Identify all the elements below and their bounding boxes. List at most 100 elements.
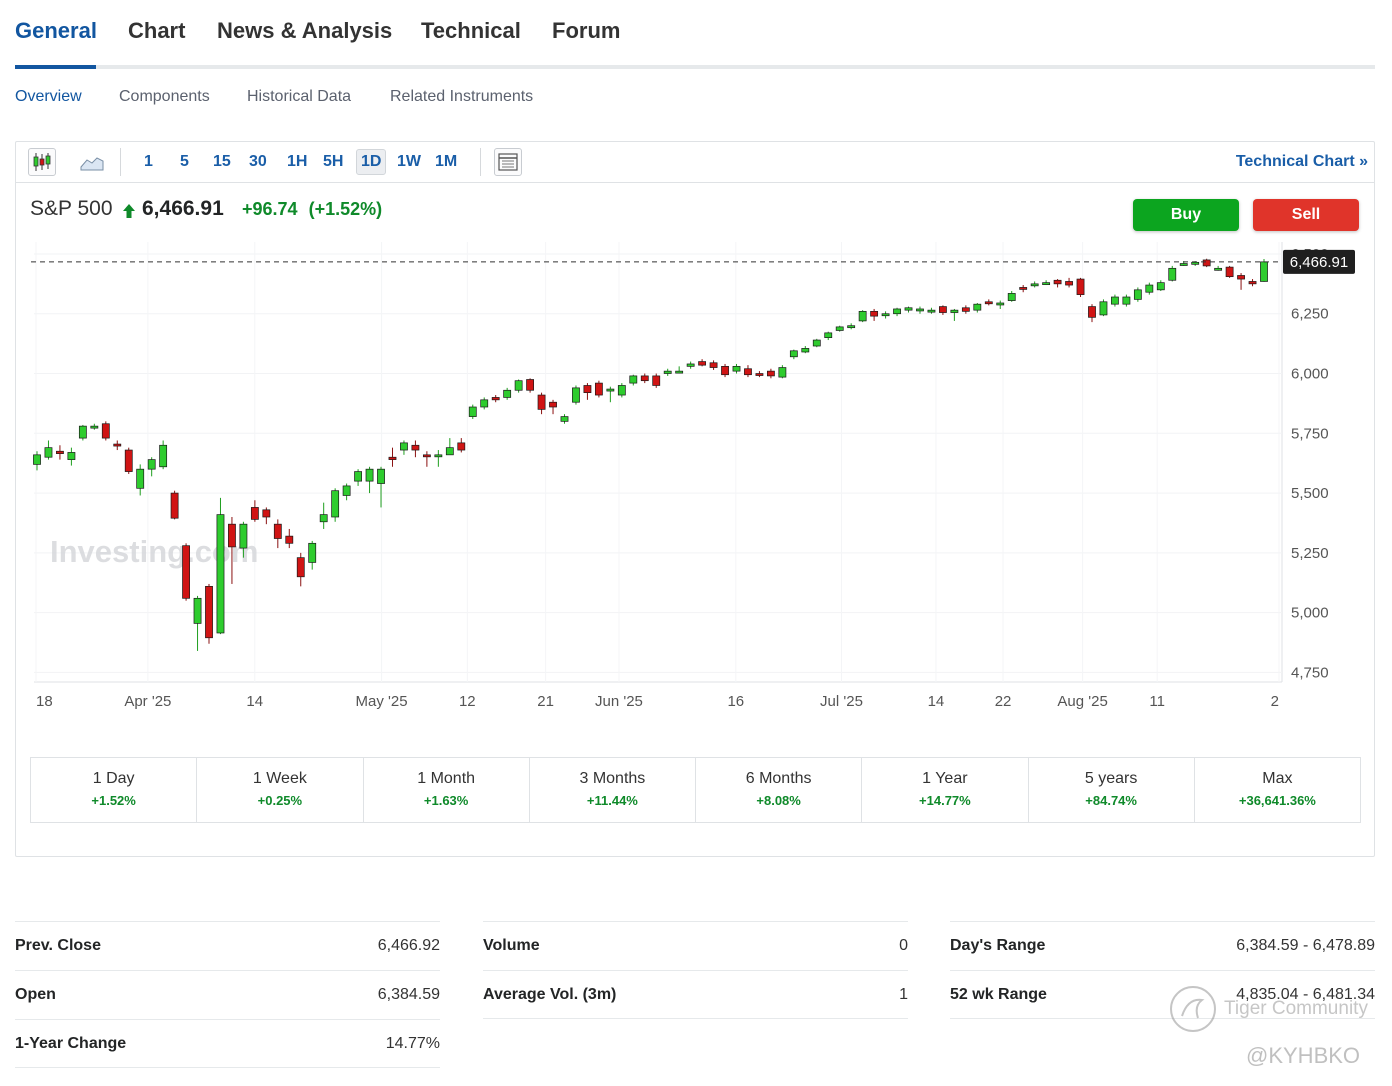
performance-period[interactable]: 1 Week +0.25% bbox=[197, 758, 364, 822]
stats-column-1: Prev. Close 6,466.92 Open 6,384.59 1-Year Ch… bbox=[15, 921, 440, 1068]
candle-body bbox=[147, 459, 156, 470]
x-axis-label: 16 bbox=[727, 693, 744, 710]
subtab-historical-data[interactable]: Historical Data bbox=[247, 88, 352, 105]
performance-period-value: +36,641.36% bbox=[1238, 793, 1316, 808]
area-chart-icon[interactable] bbox=[78, 148, 106, 176]
candle-body bbox=[331, 490, 340, 518]
up-arrow-icon bbox=[123, 204, 135, 218]
table-view-icon[interactable] bbox=[494, 148, 522, 176]
candle-body bbox=[113, 443, 122, 447]
timeframe-5[interactable]: 5 bbox=[180, 153, 189, 170]
candle-body bbox=[961, 307, 970, 312]
performance-period[interactable]: 1 Month +1.63% bbox=[364, 758, 530, 822]
change-percent: (+1.52%) bbox=[308, 199, 383, 219]
watermark-community: Tiger Community bbox=[1224, 998, 1368, 1019]
performance-period[interactable]: 6 Months +8.08% bbox=[696, 758, 863, 822]
performance-period-value: +1.52% bbox=[91, 793, 136, 808]
performance-period[interactable]: 1 Year +14.77% bbox=[862, 758, 1029, 822]
timeframe-5h[interactable]: 5H bbox=[323, 153, 344, 170]
performance-period-label: 6 Months bbox=[745, 770, 812, 787]
stat-value: 6,384.59 - 6,478.89 bbox=[1236, 937, 1375, 954]
candle-body bbox=[1099, 301, 1108, 316]
stat-value: 4,835.04 - 6,481.34 bbox=[1236, 985, 1375, 1003]
candle-body bbox=[193, 597, 202, 624]
subtab-related-instruments[interactable]: Related Instruments bbox=[390, 88, 534, 105]
stat-row: Day's Range 6,384.59 - 6,478.89 bbox=[950, 921, 1375, 970]
active-tab-indicator bbox=[15, 65, 96, 69]
candle-body bbox=[101, 423, 110, 439]
candle-body bbox=[503, 389, 512, 398]
stat-row: 52 wk Range 4,835.04 - 6,481.34 bbox=[950, 970, 1375, 1019]
candlestick-chart-icon[interactable] bbox=[28, 148, 56, 176]
investing-watermark: Investing.com bbox=[50, 534, 258, 569]
tab-forum[interactable]: Forum bbox=[552, 18, 621, 43]
candle-body bbox=[755, 373, 764, 376]
candle-body bbox=[400, 442, 408, 451]
candle-body bbox=[1133, 289, 1142, 300]
candle-body bbox=[228, 523, 236, 548]
y-axis-label: 5,500 bbox=[1291, 485, 1329, 502]
subtab-components[interactable]: Components bbox=[119, 88, 210, 105]
x-axis-label: 22 bbox=[995, 693, 1012, 710]
candle-body bbox=[1019, 287, 1028, 290]
candle-body bbox=[950, 309, 959, 313]
performance-period[interactable]: 3 Months +11.44% bbox=[530, 758, 696, 822]
performance-strip: 1 Day +1.52% 1 Week +0.25% 1 Month +1.63% 3 Mo… bbox=[30, 757, 1361, 823]
timeframe-1w[interactable]: 1W bbox=[397, 153, 421, 170]
performance-period[interactable]: 5 years +84.74% bbox=[1029, 758, 1195, 822]
performance-period[interactable]: 1 Day +1.52% bbox=[31, 758, 198, 822]
candle-body bbox=[365, 468, 374, 482]
timeframe-15[interactable]: 15 bbox=[213, 153, 231, 170]
stat-row: Average Vol. (3m) 1 bbox=[483, 970, 908, 1019]
timeframe-1[interactable]: 1 bbox=[144, 153, 153, 170]
last-price-label: 6,466.91 bbox=[1290, 254, 1348, 271]
stat-value: 0 bbox=[899, 937, 908, 954]
candle-body bbox=[170, 492, 179, 519]
candle-body bbox=[767, 370, 775, 377]
performance-period-value: +14.77% bbox=[919, 793, 971, 808]
timeframe-1m[interactable]: 1M bbox=[435, 153, 458, 170]
x-axis-label: 12 bbox=[459, 693, 476, 710]
tab-news-analysis[interactable]: News & Analysis bbox=[217, 18, 393, 43]
stats-column-3: Day's Range 6,384.59 - 6,478.89 52 wk Rang… bbox=[950, 921, 1375, 1019]
y-axis-label: 5,750 bbox=[1291, 425, 1329, 442]
stat-label: 1-Year Change bbox=[15, 1034, 127, 1052]
technical-chart-link[interactable]: Technical Chart » bbox=[1235, 153, 1368, 170]
candle-body bbox=[732, 365, 741, 372]
timeframe-1h[interactable]: 1H bbox=[287, 153, 308, 170]
candle-body bbox=[904, 307, 913, 311]
y-axis-label: 5,000 bbox=[1291, 605, 1329, 622]
sell-button[interactable]: Sell bbox=[1253, 199, 1359, 231]
performance-period-label: 1 Month bbox=[417, 770, 476, 787]
performance-period[interactable]: Max +36,641.36% bbox=[1195, 758, 1360, 822]
candle-body bbox=[824, 332, 833, 339]
candle-body bbox=[893, 308, 901, 315]
candle-body bbox=[90, 425, 99, 429]
candle-body bbox=[377, 468, 385, 484]
timeframe-30[interactable]: 30 bbox=[249, 153, 267, 170]
timeframe-1d[interactable]: 1D bbox=[356, 149, 387, 175]
candle-body bbox=[698, 361, 707, 366]
candle-body bbox=[870, 310, 879, 317]
tab-general[interactable]: General bbox=[15, 18, 97, 43]
candle-body bbox=[354, 471, 362, 482]
performance-period-label: 1 Year bbox=[922, 770, 968, 787]
candle-body bbox=[136, 468, 145, 489]
candle-body bbox=[1111, 296, 1119, 305]
candle-body bbox=[296, 557, 305, 578]
tab-technical[interactable]: Technical bbox=[421, 18, 521, 43]
subtab-overview[interactable]: Overview bbox=[15, 88, 82, 105]
candle-body bbox=[858, 310, 867, 322]
x-axis-label: Aug '25 bbox=[1057, 693, 1107, 710]
performance-period-label: 3 Months bbox=[579, 770, 646, 787]
stat-row: Open 6,384.59 bbox=[15, 970, 440, 1019]
tab-chart[interactable]: Chart bbox=[128, 18, 186, 43]
candle-body bbox=[445, 447, 454, 456]
buy-button[interactable]: Buy bbox=[1133, 199, 1239, 231]
tiger-community-logo-icon bbox=[1170, 986, 1216, 1032]
candle-body bbox=[434, 454, 443, 458]
candle-body bbox=[285, 535, 294, 544]
price-chart[interactable]: 6,5006,2506,0005,7505,5005,2505,0004,750… bbox=[16, 142, 1374, 742]
candle-body bbox=[1145, 284, 1154, 293]
toolbar-separator bbox=[480, 148, 481, 176]
